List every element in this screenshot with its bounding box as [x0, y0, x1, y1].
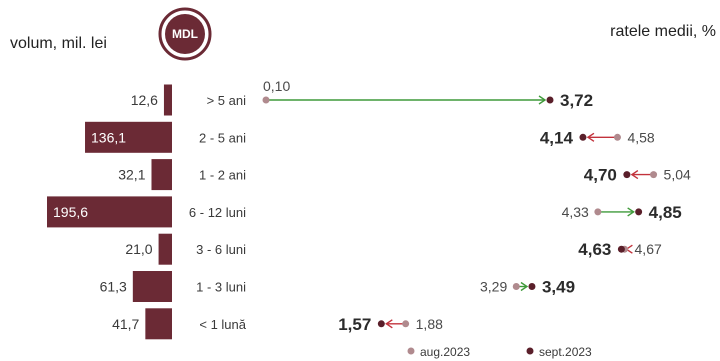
volume-label: 61,3 [100, 279, 127, 295]
volume-bar [145, 308, 172, 340]
sep-rate-dot [528, 283, 536, 290]
sep-rate-dot [546, 96, 554, 104]
sep-rate-label: 3,72 [560, 91, 593, 110]
aug-rate-dot [262, 96, 270, 104]
rates-axis-label: ratele medii, % [610, 23, 716, 40]
sep-rate-label: 3,49 [542, 278, 575, 297]
aug-rate-label: 1,88 [416, 316, 443, 332]
aug-rate-label: 0,10 [263, 78, 290, 94]
mdl-badge-text: MDL [172, 27, 198, 41]
sep-rate-label: 4,14 [540, 128, 574, 147]
category-label: 6 - 12 luni [189, 205, 246, 220]
volume-label: 32,1 [118, 167, 145, 183]
category-label: 3 - 6 luni [196, 242, 246, 257]
rate-change-arrowhead [520, 281, 529, 292]
aug-rate-dot [402, 320, 410, 328]
volume-bar [163, 84, 172, 116]
rate-change-arrowhead [627, 207, 635, 217]
volume-label: 41,7 [112, 316, 139, 332]
category-label: > 5 ani [207, 93, 247, 108]
sep-rate-dot [579, 133, 587, 141]
volume-bar [47, 196, 172, 228]
volume-bar [158, 233, 172, 265]
aug-rate-label: 5,04 [664, 167, 691, 183]
volume-label: 12,6 [131, 92, 158, 108]
rate-change-arrowhead [538, 95, 547, 105]
volume-bar [85, 121, 172, 153]
mdl-badge: MDL [158, 7, 212, 61]
sep-rate-label: 4,85 [649, 203, 682, 222]
volume-bar [132, 271, 172, 302]
legend-sep-label: sept.2023 [539, 345, 592, 359]
aug-rate-dot [512, 283, 520, 290]
sep-rate-dot [623, 171, 631, 179]
aug-rate-dot [613, 133, 621, 141]
sep-rate-dot [617, 245, 625, 253]
sep-rate-dot [635, 208, 643, 216]
aug-rate-label: 4,67 [635, 241, 662, 257]
volume-label: 21,0 [125, 241, 152, 257]
aug-rate-label: 3,29 [480, 279, 507, 295]
aug-rate-dot [650, 171, 658, 179]
sep-rate-label: 4,63 [578, 240, 611, 259]
volume-bar [151, 159, 172, 191]
aug-rate-label: 4,58 [627, 129, 654, 145]
category-label: 1 - 3 luni [196, 280, 246, 295]
category-label: < 1 lună [199, 317, 246, 332]
sep-rate-label: 4,70 [584, 166, 617, 185]
legend-sep-marker [526, 347, 534, 355]
aug-rate-dot [594, 208, 602, 216]
legend-aug-label: aug.2023 [420, 345, 470, 359]
legend: aug.2023 sept.2023 [407, 345, 592, 359]
rate-change-arrowhead [630, 170, 639, 180]
volume-label: 195,6 [53, 204, 88, 220]
aug-rate-label: 4,33 [562, 204, 589, 220]
rate-change-arrowhead [385, 319, 393, 329]
category-label: 1 - 2 ani [199, 168, 246, 183]
sep-rate-dot [377, 320, 385, 328]
volume-label: 136,1 [91, 129, 126, 145]
volume-axis-label: volum, mil. lei [10, 35, 107, 52]
sep-rate-label: 1,57 [338, 315, 371, 334]
rate-change-arrowhead [586, 132, 595, 142]
legend-aug-marker [407, 347, 415, 355]
category-label: 2 - 5 ani [199, 130, 246, 145]
